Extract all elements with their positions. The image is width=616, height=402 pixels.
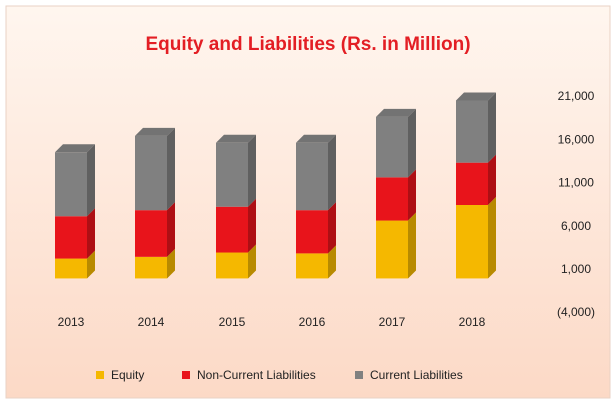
y-tick-label: 1,000 [561, 262, 591, 276]
bar-side [328, 134, 336, 211]
bar [135, 135, 167, 211]
bar-side [167, 248, 175, 279]
bar-side [488, 92, 496, 163]
bar-side [248, 134, 256, 207]
bar-top [376, 108, 416, 117]
bar-side [488, 154, 496, 205]
bar [296, 210, 328, 254]
bar [376, 116, 408, 178]
bar [216, 252, 248, 279]
x-tick-label: 2015 [219, 315, 246, 329]
y-tick-label: 16,000 [558, 132, 595, 146]
legend-swatch [355, 371, 363, 379]
bar-side [87, 144, 95, 217]
bar-side [408, 169, 416, 221]
legend-swatch [96, 371, 104, 379]
bar [55, 216, 87, 259]
bar-side [87, 250, 95, 279]
x-tick-label: 2014 [138, 315, 165, 329]
bar [55, 258, 87, 279]
y-tick-label: 6,000 [561, 219, 591, 233]
x-tick-label: 2018 [459, 315, 486, 329]
bar-top [135, 127, 175, 136]
legend-swatch [182, 371, 190, 379]
bar-top [216, 134, 256, 143]
bar-side [167, 127, 175, 211]
bar-top [55, 144, 95, 153]
bar [376, 177, 408, 221]
bar [296, 142, 328, 211]
bar-top [456, 92, 496, 101]
x-tick-label: 2016 [299, 315, 326, 329]
bar-side [248, 198, 256, 253]
bar [216, 142, 248, 207]
y-tick-label: 21,000 [558, 89, 595, 103]
bar-side [328, 202, 336, 254]
x-tick-label: 2017 [379, 315, 406, 329]
legend-label: Non-Current Liabilities [197, 368, 316, 382]
bar [135, 256, 167, 279]
bar-side [488, 197, 496, 279]
bar-top [296, 134, 336, 143]
bar [376, 220, 408, 279]
x-tick-label: 2013 [58, 315, 85, 329]
bar-side [87, 208, 95, 259]
bar [456, 162, 488, 205]
bar-side [167, 202, 175, 257]
bar-side [248, 244, 256, 279]
bar [456, 205, 488, 279]
bar [135, 210, 167, 257]
chart-title: Equity and Liabilities (Rs. in Million) [145, 34, 470, 55]
bar [296, 253, 328, 279]
bar [216, 206, 248, 253]
legend-label: Current Liabilities [370, 368, 463, 382]
legend-label: Equity [111, 368, 144, 382]
bar [456, 100, 488, 163]
y-tick-label: 11,000 [558, 176, 594, 190]
bar-side [328, 245, 336, 279]
y-tick-label: (4,000) [557, 305, 595, 319]
bar-side [408, 212, 416, 279]
bar [55, 152, 87, 217]
bar-side [408, 108, 416, 178]
